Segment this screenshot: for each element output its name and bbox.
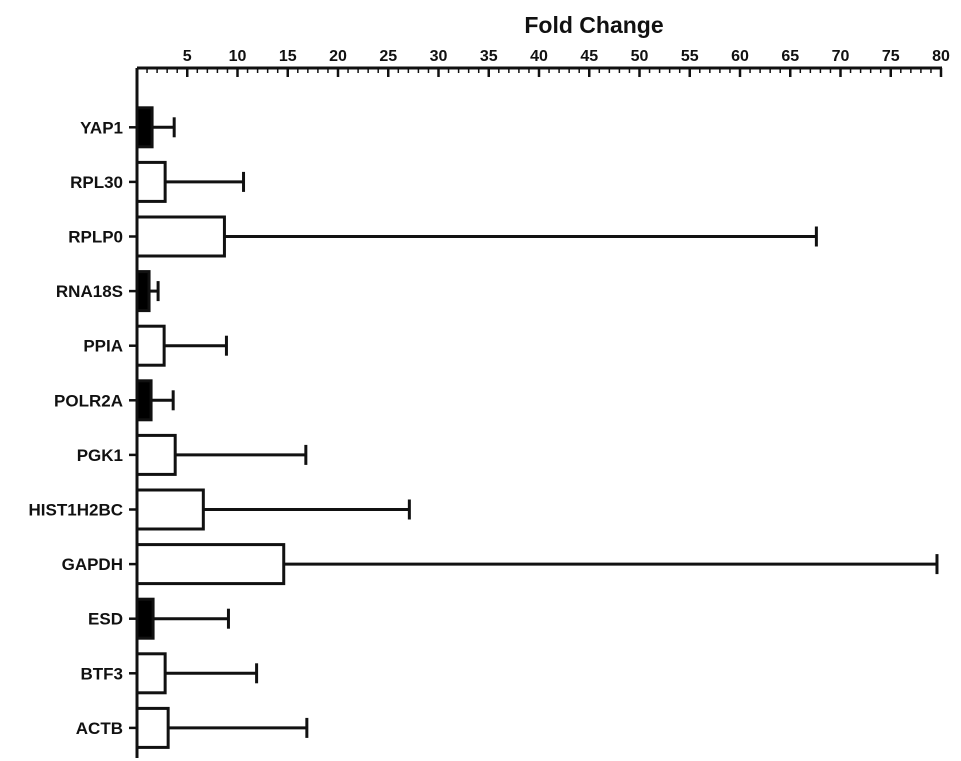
bar-group bbox=[135, 379, 175, 422]
bar bbox=[135, 597, 155, 640]
x-tick-label: 55 bbox=[681, 48, 699, 65]
x-tick-label: 40 bbox=[530, 48, 548, 65]
x-tick-label: 60 bbox=[731, 48, 749, 65]
x-tick-label: 10 bbox=[229, 48, 247, 65]
category-label: HIST1H2BC bbox=[29, 501, 123, 520]
x-tick-label: 15 bbox=[279, 48, 297, 65]
category-label: GAPDH bbox=[62, 555, 123, 574]
x-tick-label: 5 bbox=[183, 48, 192, 65]
bar-group bbox=[135, 160, 246, 203]
x-tick-label: 75 bbox=[882, 48, 900, 65]
bar bbox=[135, 433, 177, 476]
bar bbox=[135, 270, 151, 313]
category-label: RPL30 bbox=[70, 173, 123, 192]
bar bbox=[135, 324, 166, 367]
category-label: PGK1 bbox=[77, 446, 123, 465]
category-label: BTF3 bbox=[81, 664, 124, 683]
bar bbox=[135, 488, 205, 531]
x-tick-label: 80 bbox=[932, 48, 950, 65]
category-label: RPLP0 bbox=[68, 228, 123, 247]
bar-group bbox=[135, 652, 259, 695]
x-tick-label: 50 bbox=[631, 48, 649, 65]
bar-group bbox=[135, 597, 230, 640]
category-label: ESD bbox=[88, 610, 123, 629]
x-tick-label: 65 bbox=[781, 48, 799, 65]
bar-group bbox=[135, 215, 818, 258]
category-labels: YAP1 RPL30 RPLP0 RNA18S PPIA POLR2A PGK1 HIST1H… bbox=[29, 118, 137, 738]
x-tick-label: 30 bbox=[430, 48, 448, 65]
x-tick-label: 45 bbox=[580, 48, 598, 65]
bar-group bbox=[135, 488, 411, 531]
bar bbox=[135, 652, 167, 695]
category-label: PPIA bbox=[83, 337, 123, 356]
category-label: YAP1 bbox=[80, 118, 123, 137]
bar-group bbox=[135, 543, 939, 586]
bar bbox=[135, 215, 226, 258]
bar-group bbox=[135, 706, 309, 749]
x-axis-title: Fold Change bbox=[524, 12, 663, 38]
category-label: RNA18S bbox=[56, 282, 123, 301]
axes bbox=[135, 66, 942, 758]
bar-group bbox=[135, 106, 176, 149]
x-tick-label: 70 bbox=[832, 48, 850, 65]
x-tick-label: 25 bbox=[379, 48, 397, 65]
bar-group bbox=[135, 270, 160, 313]
bars bbox=[135, 106, 939, 749]
bar bbox=[135, 379, 153, 422]
bar bbox=[135, 106, 154, 149]
bar bbox=[135, 543, 286, 586]
category-label: ACTB bbox=[76, 719, 123, 738]
bar bbox=[135, 706, 170, 749]
category-label: POLR2A bbox=[54, 391, 123, 410]
bar bbox=[135, 160, 167, 203]
x-axis-ticks: 5 10 15 20 25 30 35 40 45 50 55 60 65 70 75 80 bbox=[146, 48, 950, 77]
bar-group bbox=[135, 433, 308, 476]
x-tick-label: 35 bbox=[480, 48, 498, 65]
bar-group bbox=[135, 324, 228, 367]
x-tick-label: 20 bbox=[329, 48, 347, 65]
